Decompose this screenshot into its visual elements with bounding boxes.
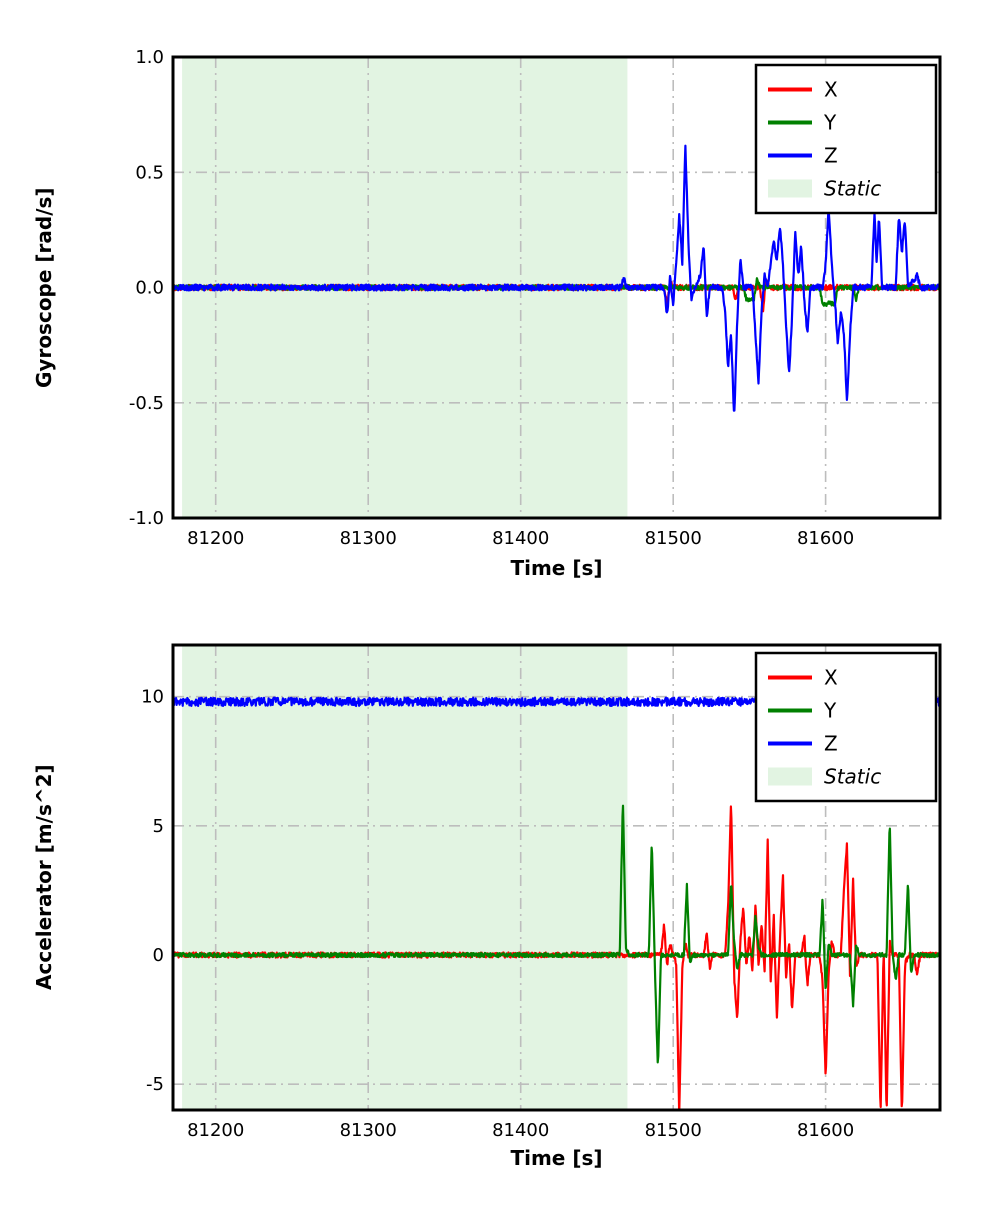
x-tick-label: 81500 [645, 528, 702, 549]
legend-swatch-static [768, 179, 812, 198]
chart-gyroscope: 81200 81300 81400 81500 81600 -1.0 -0.5 0.0 0.5 1… [129, 47, 942, 549]
axes-frame [171, 55, 942, 520]
legend-label-y: Y [823, 111, 837, 135]
series-Y [173, 804, 940, 1064]
legend-label-x: X [824, 78, 838, 102]
legend-swatch-static [768, 767, 812, 786]
legend-label-x: X [824, 666, 838, 690]
y-tick-label: -1.0 [129, 508, 164, 529]
static-region [182, 645, 628, 1110]
x-tick-label: 81200 [187, 528, 244, 549]
x-tick-label: 81500 [645, 1120, 702, 1141]
y-tick-label: 10 [141, 687, 164, 708]
y-tick-label: -5 [146, 1074, 164, 1095]
accelerator-x-axis-label: Time [s] [510, 1146, 603, 1170]
y-tick-label: 1.0 [135, 47, 164, 68]
gyroscope-x-axis-label: Time [s] [510, 556, 603, 580]
legend-label-z: Z [824, 144, 838, 168]
x-tick-label: 81600 [797, 1120, 854, 1141]
x-tick-label: 81600 [797, 528, 854, 549]
y-tick-label: 0 [153, 945, 164, 966]
legend-label-static: Static [824, 765, 881, 789]
x-tick-label: 81400 [492, 1120, 549, 1141]
y-tick-label: 5 [153, 816, 164, 837]
accelerator-y-axis-label: Accelerator [m/s^2] [32, 764, 56, 991]
gyroscope-y-axis-label: Gyroscope [rad/s] [32, 187, 56, 388]
x-tick-label: 81300 [340, 528, 397, 549]
chart-accelerator: 81200 81300 81400 81500 81600 -5 0 5 10 XYZ Static [141, 643, 942, 1141]
series-Z [173, 144, 940, 412]
axes-frame [171, 643, 942, 1112]
x-tick-label: 81200 [187, 1120, 244, 1141]
y-tick-label: -0.5 [129, 393, 164, 414]
x-tick-label: 81400 [492, 528, 549, 549]
legend-label-z: Z [824, 732, 838, 756]
x-tick-label: 81300 [340, 1120, 397, 1141]
y-tick-label: 0.0 [135, 278, 164, 299]
legend-label-static: Static [824, 177, 881, 201]
legend-label-y: Y [823, 699, 837, 723]
y-tick-label: 0.5 [135, 162, 164, 183]
